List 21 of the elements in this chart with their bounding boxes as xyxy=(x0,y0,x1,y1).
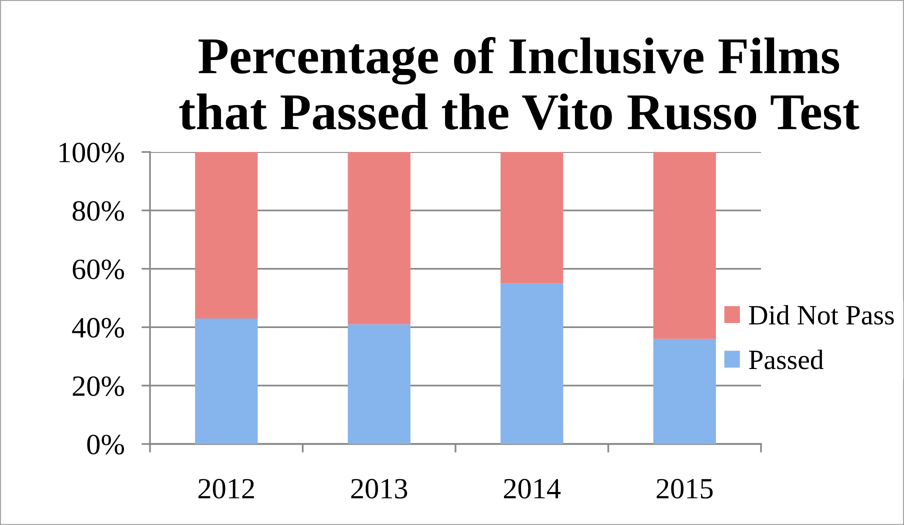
x-tick-label: 2015 xyxy=(656,478,713,499)
y-tick-label: 0% xyxy=(87,434,124,454)
bar xyxy=(653,338,716,444)
x-tick-label: 2013 xyxy=(351,478,408,499)
legend-label: Passed xyxy=(749,350,824,370)
bar xyxy=(653,152,716,339)
y-tick-label: 40% xyxy=(72,318,124,338)
y-tick-label: 80% xyxy=(72,201,124,221)
y-tick-label: 20% xyxy=(72,376,124,396)
bar xyxy=(195,152,258,318)
x-tick-label: 2012 xyxy=(198,478,254,499)
legend-label: Did Not Pass xyxy=(749,305,894,325)
bar xyxy=(348,152,410,324)
bar xyxy=(195,318,258,444)
x-tick-label: 2014 xyxy=(504,478,561,499)
chart-title: Percentage of Inclusive Films that Passed the Vito Russo Test xyxy=(179,37,860,130)
bar xyxy=(500,152,564,284)
y-tick-label: 60% xyxy=(72,260,124,280)
bar xyxy=(500,283,564,444)
y-tick-label: 100% xyxy=(60,142,124,162)
bar xyxy=(348,324,410,444)
